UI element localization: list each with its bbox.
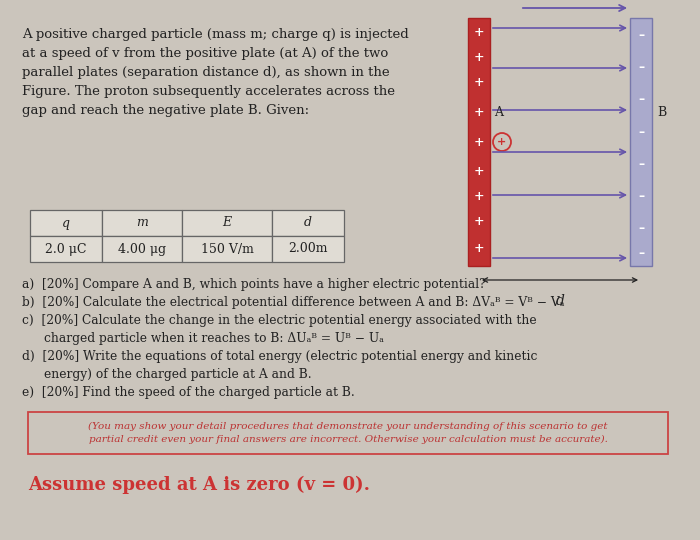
Text: –: – — [638, 61, 644, 74]
Text: +: + — [474, 215, 484, 228]
Text: +: + — [474, 190, 484, 203]
Bar — [272, 210, 344, 236]
Text: +: + — [474, 26, 484, 39]
Text: A positive charged particle (mass m; charge q) is injected
at a speed of v from : A positive charged particle (mass m; cha… — [22, 28, 409, 117]
Text: –: – — [638, 29, 644, 42]
Text: Assume speed at A is zero (v = 0).: Assume speed at A is zero (v = 0). — [28, 476, 370, 494]
Text: energy) of the charged particle at A and B.: energy) of the charged particle at A and… — [44, 368, 312, 381]
Text: d: d — [304, 217, 312, 230]
Text: e)  [20%] Find the speed of the charged particle at B.: e) [20%] Find the speed of the charged p… — [22, 386, 355, 399]
Bar — [182, 210, 272, 236]
Text: q: q — [62, 217, 70, 230]
Text: 150 V/m: 150 V/m — [201, 242, 253, 255]
Text: 2.00m: 2.00m — [288, 242, 328, 255]
Text: –: – — [638, 190, 644, 203]
Bar — [102, 210, 182, 236]
Text: $\vec{E}$: $\vec{E}$ — [564, 0, 576, 3]
Bar — [30, 236, 102, 262]
Text: d: d — [556, 294, 564, 308]
Bar — [182, 236, 272, 262]
Text: +: + — [474, 165, 484, 178]
Bar — [630, 18, 652, 266]
Text: +: + — [474, 136, 484, 148]
Text: d)  [20%] Write the equations of total energy (electric potential energy and kin: d) [20%] Write the equations of total en… — [22, 350, 538, 363]
Bar — [102, 236, 182, 262]
Bar — [468, 18, 490, 266]
Bar — [272, 236, 344, 262]
Text: b)  [20%] Calculate the electrical potential difference between A and B: ΔVₐᴮ = : b) [20%] Calculate the electrical potent… — [22, 296, 564, 309]
Text: E: E — [223, 217, 232, 230]
Text: +: + — [474, 242, 484, 255]
Text: +: + — [474, 76, 484, 89]
Text: (You may show your detail procedures that demonstrate your understanding of this: (You may show your detail procedures tha… — [88, 422, 608, 444]
Text: c)  [20%] Calculate the change in the electric potential energy associated with : c) [20%] Calculate the change in the ele… — [22, 314, 537, 327]
Text: +: + — [474, 106, 484, 119]
Text: B: B — [657, 106, 666, 119]
Text: –: – — [638, 158, 644, 171]
Text: 2.0 μC: 2.0 μC — [46, 242, 87, 255]
Text: A: A — [494, 106, 503, 119]
Bar — [30, 210, 102, 236]
Text: a)  [20%] Compare A and B, which points have a higher electric potential?: a) [20%] Compare A and B, which points h… — [22, 278, 486, 291]
Text: –: – — [638, 126, 644, 139]
Bar — [28, 412, 668, 454]
Text: m: m — [136, 217, 148, 230]
Text: –: – — [638, 93, 644, 106]
Text: –: – — [638, 222, 644, 235]
Text: –: – — [638, 247, 644, 260]
Text: 4.00 μg: 4.00 μg — [118, 242, 166, 255]
Text: +: + — [474, 51, 484, 64]
Text: +: + — [498, 137, 507, 147]
Text: charged particle when it reaches to B: ΔUₐᴮ = Uᴮ − Uₐ: charged particle when it reaches to B: Δ… — [44, 332, 384, 345]
